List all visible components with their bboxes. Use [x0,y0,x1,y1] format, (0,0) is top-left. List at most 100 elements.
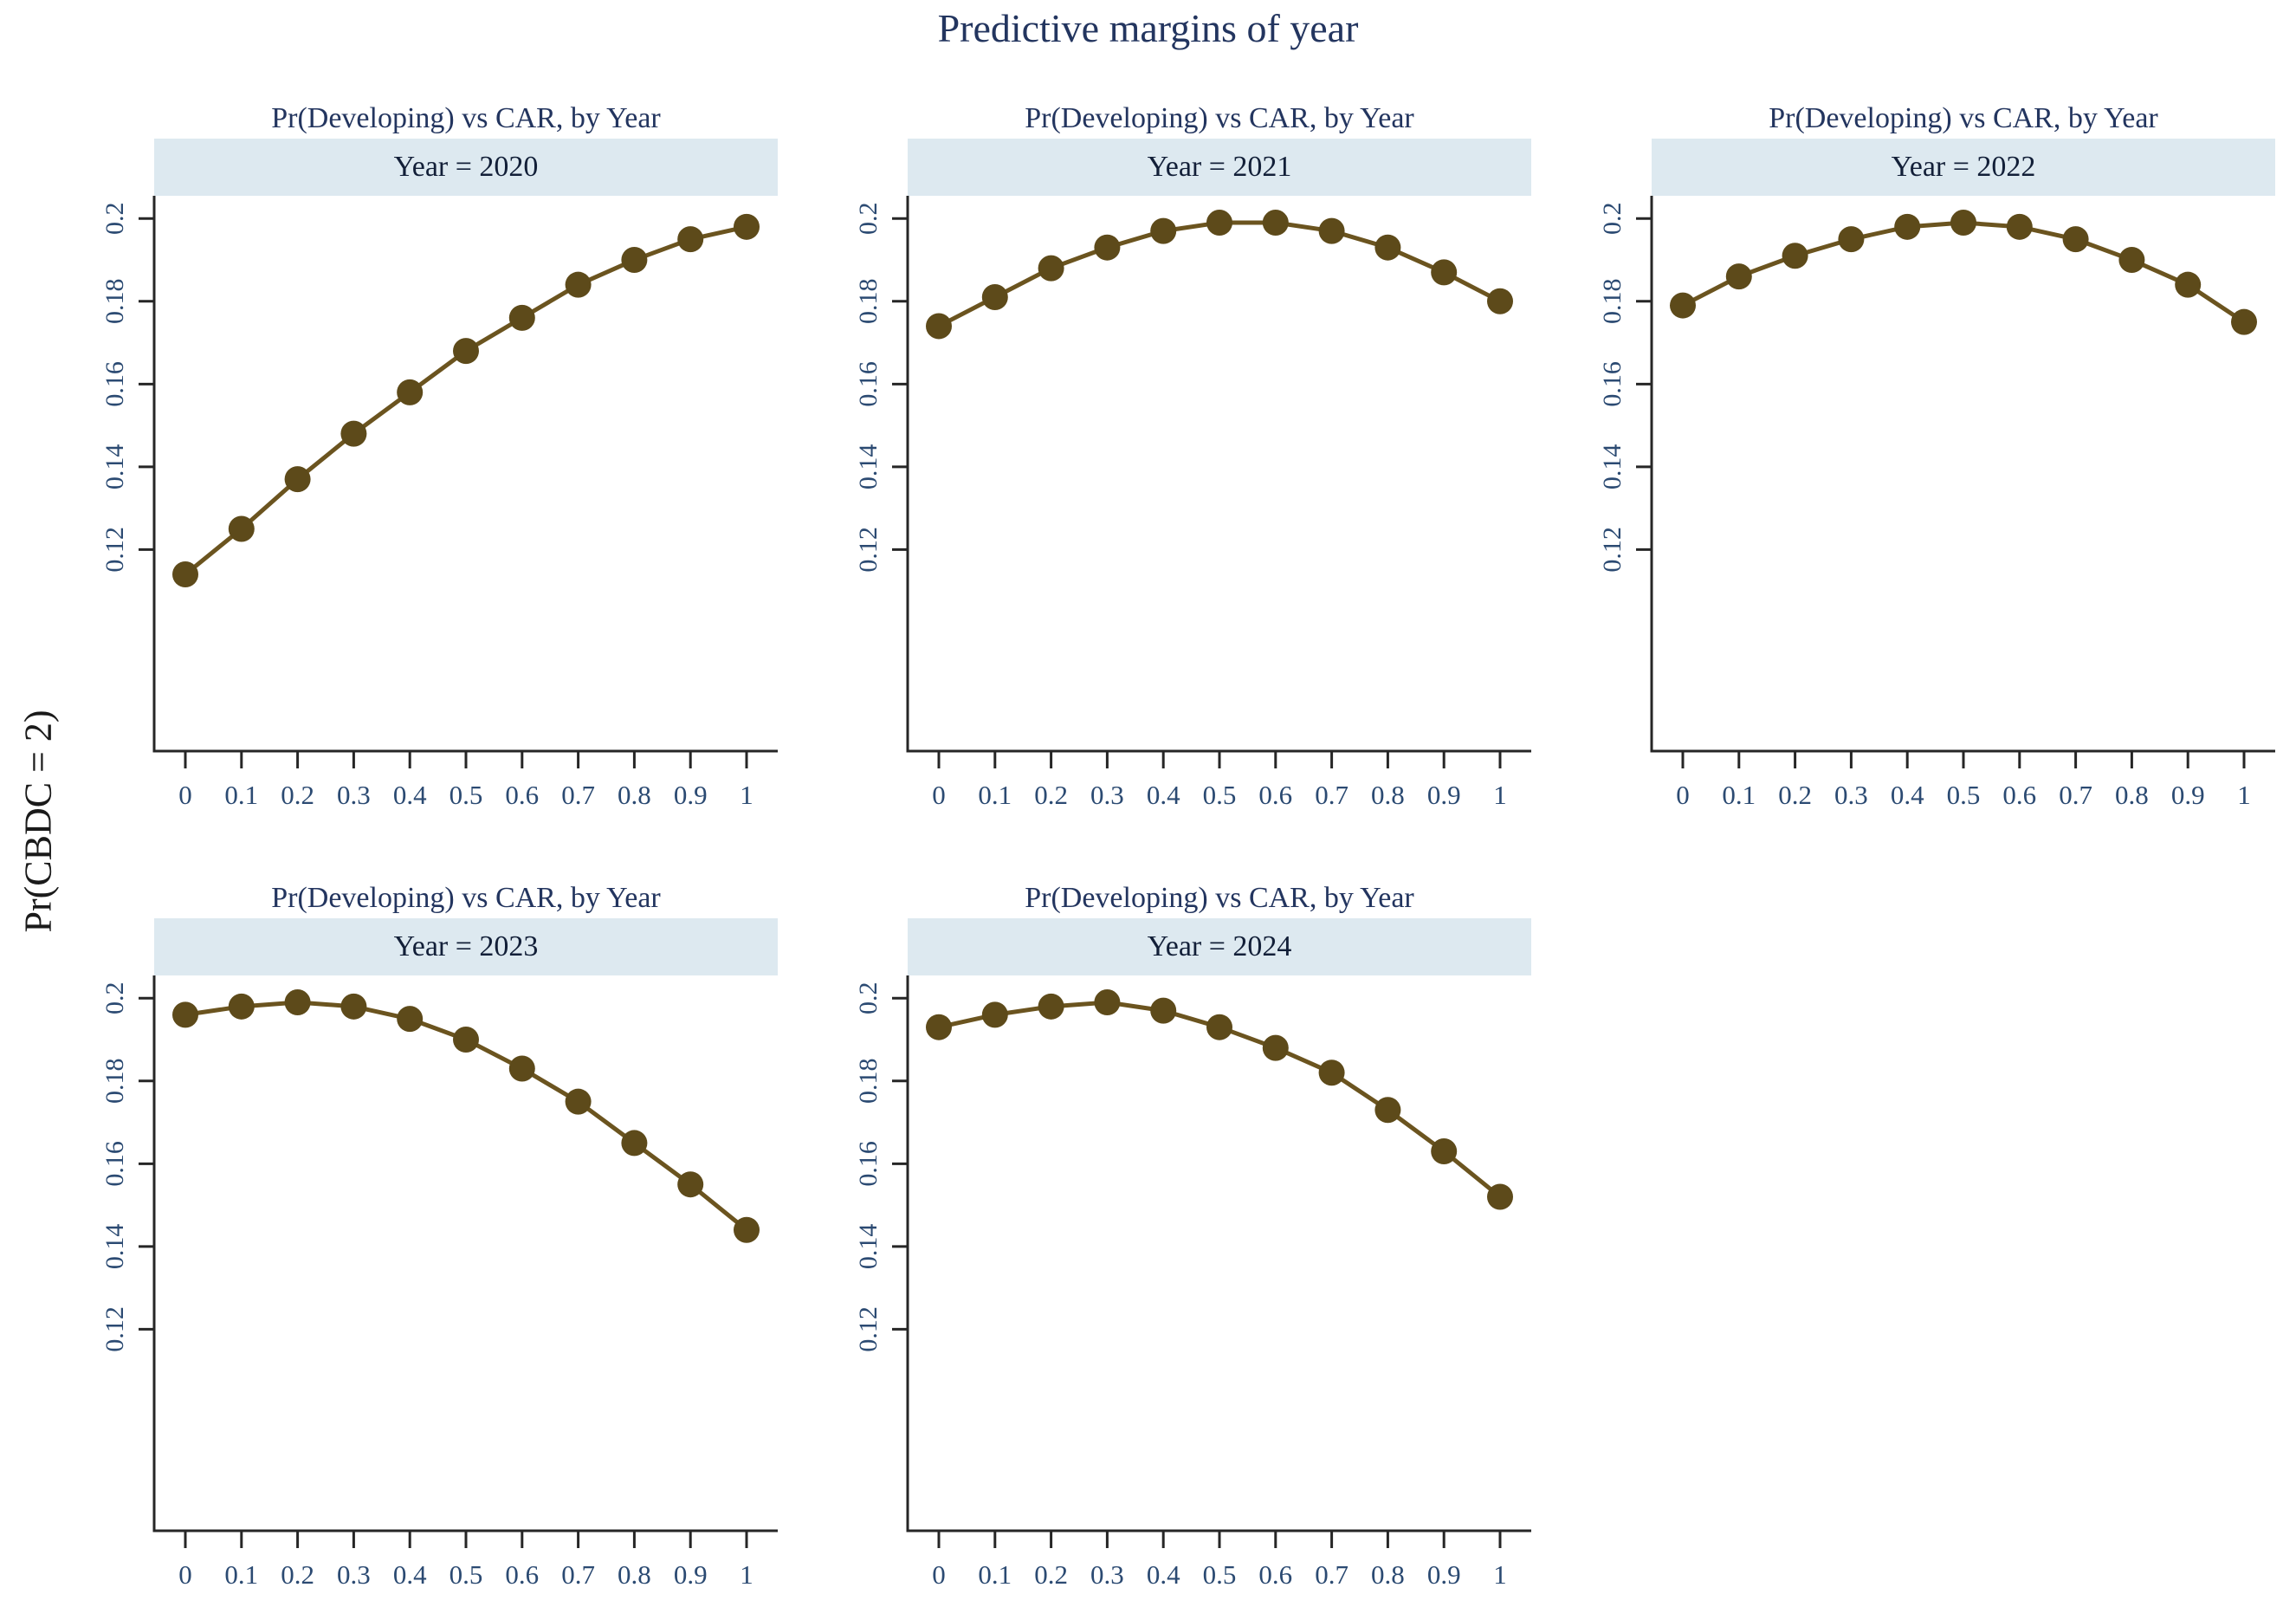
data-point-marker [1038,255,1064,282]
y-tick-label: 0.2 [854,982,883,1015]
x-tick-label: 0.9 [1427,780,1461,810]
x-tick-label: 0.5 [449,1559,483,1590]
y-tick-label: 0.2 [100,982,129,1015]
y-axis-title: Pr(CBDC = 2) [16,710,60,933]
data-point-marker [621,247,648,274]
x-tick-label: 0.6 [1258,1559,1292,1590]
x-tick-label: 0.1 [224,780,258,810]
plot-area: 0.2 0.18 0.16 0.14 0.12 0 0.1 0.2 0.3 0.4 0.5 0.6 0.… [100,975,778,1590]
data-point-marker [1725,263,1752,290]
x-tick-label: 1 [1493,1559,1507,1590]
x-tick-label: 1 [740,1559,753,1590]
x-tick-label: 0.4 [1147,780,1180,810]
facet-header: Year = 2023 [154,918,778,975]
y-tick-label: 0.18 [100,279,129,325]
series-line [184,224,747,576]
data-point-marker [1038,993,1064,1020]
y-tick-label: 0.16 [1598,361,1627,407]
data-point-marker [1782,243,1808,269]
data-point-marker [1487,1183,1513,1210]
panel-title: Pr(Developing) vs CAR, by Year [1025,882,1414,914]
data-point-marker [172,1001,198,1028]
data-point-marker [2118,247,2145,274]
data-point-marker [397,1006,424,1033]
data-point-marker [2231,308,2257,335]
y-tick-label: 0.14 [854,444,883,490]
data-point-marker [1150,217,1177,244]
data-point-marker [926,1014,952,1040]
data-point-marker [677,1171,704,1198]
x-tick-label: 1 [1493,780,1507,810]
y-tick-label: 0.14 [854,1224,883,1270]
x-tick-label: 0.2 [1034,1559,1068,1590]
x-tick-label: 0.3 [1834,780,1868,810]
y-tick-label: 0.2 [1598,203,1627,235]
data-point-marker [1950,210,1976,237]
x-tick-label: 0.9 [674,780,708,810]
facet-label: Year = 2022 [1891,151,2036,183]
data-point-marker [734,213,760,240]
y-tick-label: 0.14 [1598,444,1627,490]
x-tick-label: 0.4 [1147,1559,1180,1590]
facet-label: Year = 2024 [1147,930,1292,962]
panel-title: Pr(Developing) vs CAR, by Year [1025,102,1414,134]
x-tick-label: 0.4 [1891,780,1924,810]
x-tick-label: 0.7 [1315,780,1348,810]
facet-panel: Pr(Developing) vs CAR, by Year Year = 20… [847,866,1531,1592]
data-point-marker [1487,288,1513,314]
x-tick-label: 0.7 [1315,1559,1348,1590]
data-point-marker [1094,989,1121,1016]
facet-label: Year = 2020 [393,151,539,183]
x-tick-label: 0.8 [2115,780,2149,810]
data-point-marker [1206,210,1232,237]
y-tick-label: 0.18 [854,1059,883,1105]
data-point-marker [1838,226,1865,253]
data-point-marker [1262,210,1289,237]
data-point-marker [508,1055,535,1082]
data-point-marker [284,989,311,1016]
y-tick-label: 0.16 [854,1141,883,1187]
y-tick-label: 0.18 [100,1059,129,1105]
facet-panel: Pr(Developing) vs CAR, by Year Year = 20… [94,87,778,813]
x-tick-label: 0.8 [618,1559,651,1590]
data-point-marker [228,515,255,542]
x-tick-label: 0.3 [1090,1559,1124,1590]
panel-title: Pr(Developing) vs CAR, by Year [271,102,661,134]
data-point-marker [565,271,592,298]
x-tick-label: 0.6 [505,1559,539,1590]
x-tick-label: 1 [2237,780,2251,810]
data-point-marker [981,284,1008,311]
data-point-marker [734,1216,760,1243]
data-point-marker [340,993,367,1020]
x-tick-label: 0.4 [393,1559,427,1590]
facet-panel: Pr(Developing) vs CAR, by Year Year = 20… [94,866,778,1592]
plot-area: 0.2 0.18 0.16 0.14 0.12 0 0.1 0.2 0.3 0.4 0.5 0.6 0.… [1598,196,2275,810]
x-tick-label: 0.6 [1258,780,1292,810]
facet-header: Year = 2024 [908,918,1531,975]
y-tick-label: 0.18 [1598,279,1627,325]
x-tick-label: 0.3 [1090,780,1124,810]
y-tick-label: 0.12 [100,1306,129,1352]
facet-header: Year = 2021 [908,139,1531,196]
panel-title: Pr(Developing) vs CAR, by Year [271,882,661,914]
data-point-marker [1670,292,1696,319]
y-tick-label: 0.14 [100,1224,129,1270]
x-tick-label: 0.8 [1371,1559,1405,1590]
data-point-marker [1431,1137,1458,1164]
data-point-marker [1894,213,1921,240]
x-tick-label: 0.1 [978,780,1012,810]
data-point-marker [2175,271,2202,298]
data-point-marker [621,1130,648,1157]
data-point-marker [2062,226,2089,253]
x-tick-label: 0.1 [978,1559,1012,1590]
data-point-marker [1431,259,1458,286]
x-tick-label: 0.8 [1371,780,1405,810]
x-tick-label: 1 [740,780,753,810]
data-point-marker [453,1027,479,1053]
x-tick-label: 0.3 [337,1559,371,1590]
x-tick-label: 0.8 [618,780,651,810]
x-tick-label: 0.9 [2171,780,2205,810]
data-point-marker [1318,1059,1345,1086]
x-tick-label: 0.2 [281,1559,314,1590]
x-tick-label: 0 [178,780,192,810]
